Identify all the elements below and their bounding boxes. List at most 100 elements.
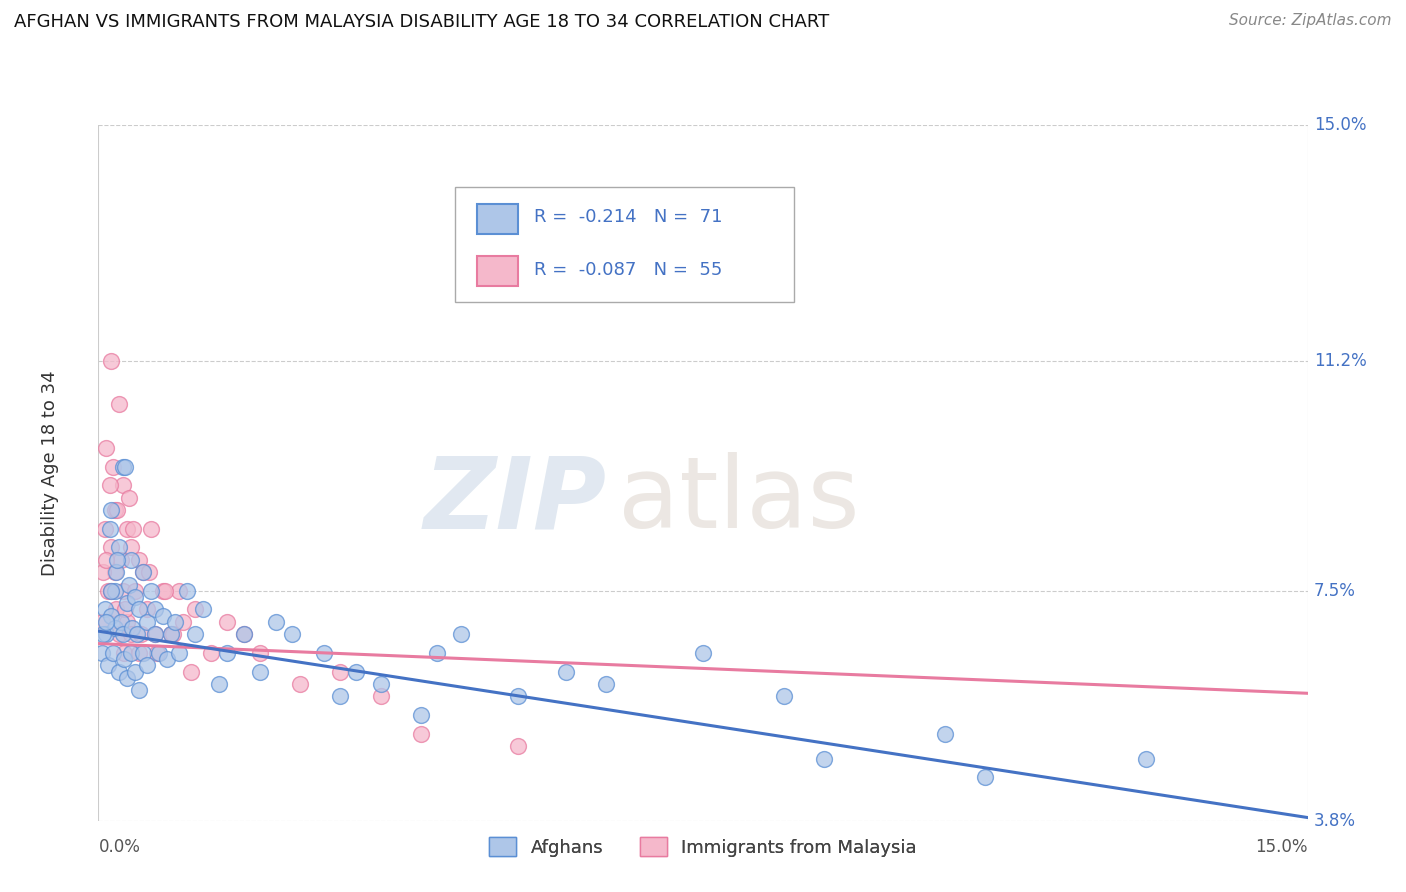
- Point: [208, 677, 231, 691]
- Point: [172, 615, 194, 629]
- Point: [152, 583, 174, 598]
- Point: [107, 541, 129, 555]
- Point: [128, 552, 150, 567]
- Text: 0.0%: 0.0%: [98, 838, 141, 856]
- Point: [329, 665, 352, 679]
- Point: [111, 583, 134, 598]
- Point: [264, 615, 287, 629]
- Point: [105, 602, 128, 616]
- Point: [91, 627, 114, 641]
- Point: [120, 646, 142, 660]
- Point: [506, 739, 529, 753]
- Text: Source: ZipAtlas.com: Source: ZipAtlas.com: [1229, 13, 1392, 29]
- Point: [115, 615, 138, 629]
- Point: [111, 478, 134, 492]
- Point: [100, 354, 122, 368]
- FancyBboxPatch shape: [477, 256, 517, 286]
- Point: [105, 503, 128, 517]
- Text: 11.2%: 11.2%: [1313, 352, 1367, 370]
- Point: [115, 522, 138, 536]
- Point: [409, 726, 432, 740]
- Point: [118, 491, 141, 505]
- Point: [143, 627, 166, 641]
- Point: [148, 646, 170, 660]
- Point: [101, 459, 124, 474]
- Point: [409, 708, 432, 723]
- Point: [100, 583, 122, 598]
- Point: [105, 565, 128, 579]
- Point: [98, 478, 121, 492]
- Point: [155, 583, 177, 598]
- Point: [595, 677, 617, 691]
- Text: AFGHAN VS IMMIGRANTS FROM MALAYSIA DISABILITY AGE 18 TO 34 CORRELATION CHART: AFGHAN VS IMMIGRANTS FROM MALAYSIA DISAB…: [14, 13, 830, 31]
- Point: [94, 615, 117, 629]
- Point: [370, 690, 392, 704]
- Point: [94, 602, 117, 616]
- Point: [167, 646, 190, 660]
- FancyBboxPatch shape: [477, 203, 517, 234]
- Point: [100, 503, 122, 517]
- Point: [152, 608, 174, 623]
- Point: [120, 627, 142, 641]
- Point: [139, 522, 162, 536]
- Point: [107, 665, 129, 679]
- Point: [162, 627, 184, 641]
- Point: [110, 552, 132, 567]
- Point: [160, 627, 183, 641]
- Point: [217, 615, 239, 629]
- Point: [555, 665, 578, 679]
- Point: [344, 665, 367, 679]
- Point: [94, 522, 117, 536]
- Point: [249, 665, 271, 679]
- Point: [146, 646, 169, 660]
- Point: [128, 683, 150, 698]
- Point: [314, 646, 336, 660]
- Point: [101, 646, 124, 660]
- Point: [97, 658, 120, 673]
- Point: [184, 602, 207, 616]
- Text: R =  -0.214   N =  71: R = -0.214 N = 71: [534, 209, 723, 227]
- Point: [94, 552, 117, 567]
- Point: [1135, 751, 1157, 765]
- Point: [163, 615, 186, 629]
- Point: [97, 583, 120, 598]
- Point: [91, 646, 114, 660]
- Point: [115, 671, 138, 685]
- Point: [98, 522, 121, 536]
- Point: [974, 770, 997, 784]
- Point: [132, 565, 155, 579]
- Point: [115, 596, 138, 610]
- Point: [129, 627, 152, 641]
- FancyBboxPatch shape: [456, 187, 793, 302]
- Point: [124, 665, 146, 679]
- Point: [120, 541, 142, 555]
- Point: [105, 552, 128, 567]
- Legend: Afghans, Immigrants from Malaysia: Afghans, Immigrants from Malaysia: [482, 830, 924, 863]
- Point: [232, 627, 254, 641]
- Point: [100, 541, 122, 555]
- Point: [692, 646, 714, 660]
- Text: 15.0%: 15.0%: [1313, 116, 1367, 134]
- Point: [143, 602, 166, 616]
- Text: 15.0%: 15.0%: [1256, 838, 1308, 856]
- Text: 3.8%: 3.8%: [1313, 812, 1355, 830]
- Point: [103, 503, 125, 517]
- Point: [288, 677, 311, 691]
- Point: [112, 646, 135, 660]
- Point: [217, 646, 239, 660]
- Point: [193, 602, 215, 616]
- Point: [91, 615, 114, 629]
- Text: ZIP: ZIP: [423, 452, 606, 549]
- Point: [110, 615, 132, 629]
- Point: [135, 602, 157, 616]
- Text: R =  -0.087   N =  55: R = -0.087 N = 55: [534, 260, 723, 278]
- Point: [184, 627, 207, 641]
- Point: [122, 522, 145, 536]
- Point: [370, 677, 392, 691]
- Point: [103, 621, 125, 635]
- Point: [772, 690, 794, 704]
- Point: [127, 627, 149, 641]
- Point: [135, 658, 157, 673]
- Point: [135, 615, 157, 629]
- Point: [506, 690, 529, 704]
